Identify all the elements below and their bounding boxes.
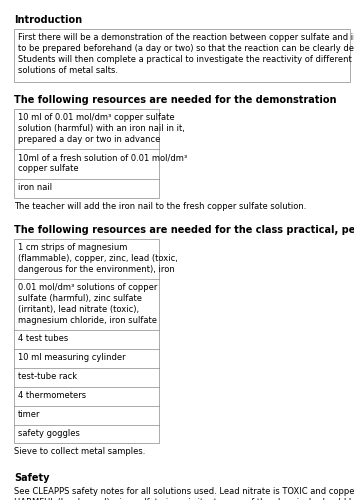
Text: 10 ml of 0.01 mol/dm³ copper sulfate
solution (harmful) with an iron nail in it,: 10 ml of 0.01 mol/dm³ copper sulfate sol…	[18, 112, 184, 144]
Text: The following resources are needed for the class practical, per group: The following resources are needed for t…	[14, 225, 354, 235]
Text: 0.01 mol/dm³ solutions of copper
sulfate (harmful), zinc sulfate
(irritant), lea: 0.01 mol/dm³ solutions of copper sulfate…	[18, 283, 157, 326]
Bar	[14, 28, 350, 82]
Text: test-tube rack: test-tube rack	[18, 372, 77, 381]
Bar	[14, 238, 159, 444]
Text: 4 thermometers: 4 thermometers	[18, 391, 86, 400]
Text: iron nail: iron nail	[18, 182, 52, 192]
Text: Safety: Safety	[14, 473, 50, 483]
Text: Introduction: Introduction	[14, 15, 82, 25]
Text: 10 ml measuring cylinder: 10 ml measuring cylinder	[18, 353, 125, 362]
Bar	[14, 108, 159, 198]
Text: First there will be a demonstration of the reaction between copper sulfate and i: First there will be a demonstration of t…	[18, 32, 354, 75]
Text: safety goggles: safety goggles	[18, 428, 80, 438]
Text: The following resources are needed for the demonstration: The following resources are needed for t…	[14, 95, 337, 105]
Text: Sieve to collect metal samples.: Sieve to collect metal samples.	[14, 448, 145, 456]
Text: The teacher will add the iron nail to the fresh copper sulfate solution.: The teacher will add the iron nail to th…	[14, 202, 307, 210]
Text: See CLEAPPS safety notes for all solutions used. Lead nitrate is TOXIC and coppe: See CLEAPPS safety notes for all solutio…	[14, 487, 354, 500]
Text: 4 test tubes: 4 test tubes	[18, 334, 68, 344]
Text: timer: timer	[18, 410, 40, 418]
Text: 10ml of a fresh solution of 0.01 mol/dm³
copper sulfate: 10ml of a fresh solution of 0.01 mol/dm³…	[18, 153, 187, 173]
Text: 1 cm strips of magnesium
(flammable), copper, zinc, lead (toxic,
dangerous for t: 1 cm strips of magnesium (flammable), co…	[18, 242, 178, 274]
